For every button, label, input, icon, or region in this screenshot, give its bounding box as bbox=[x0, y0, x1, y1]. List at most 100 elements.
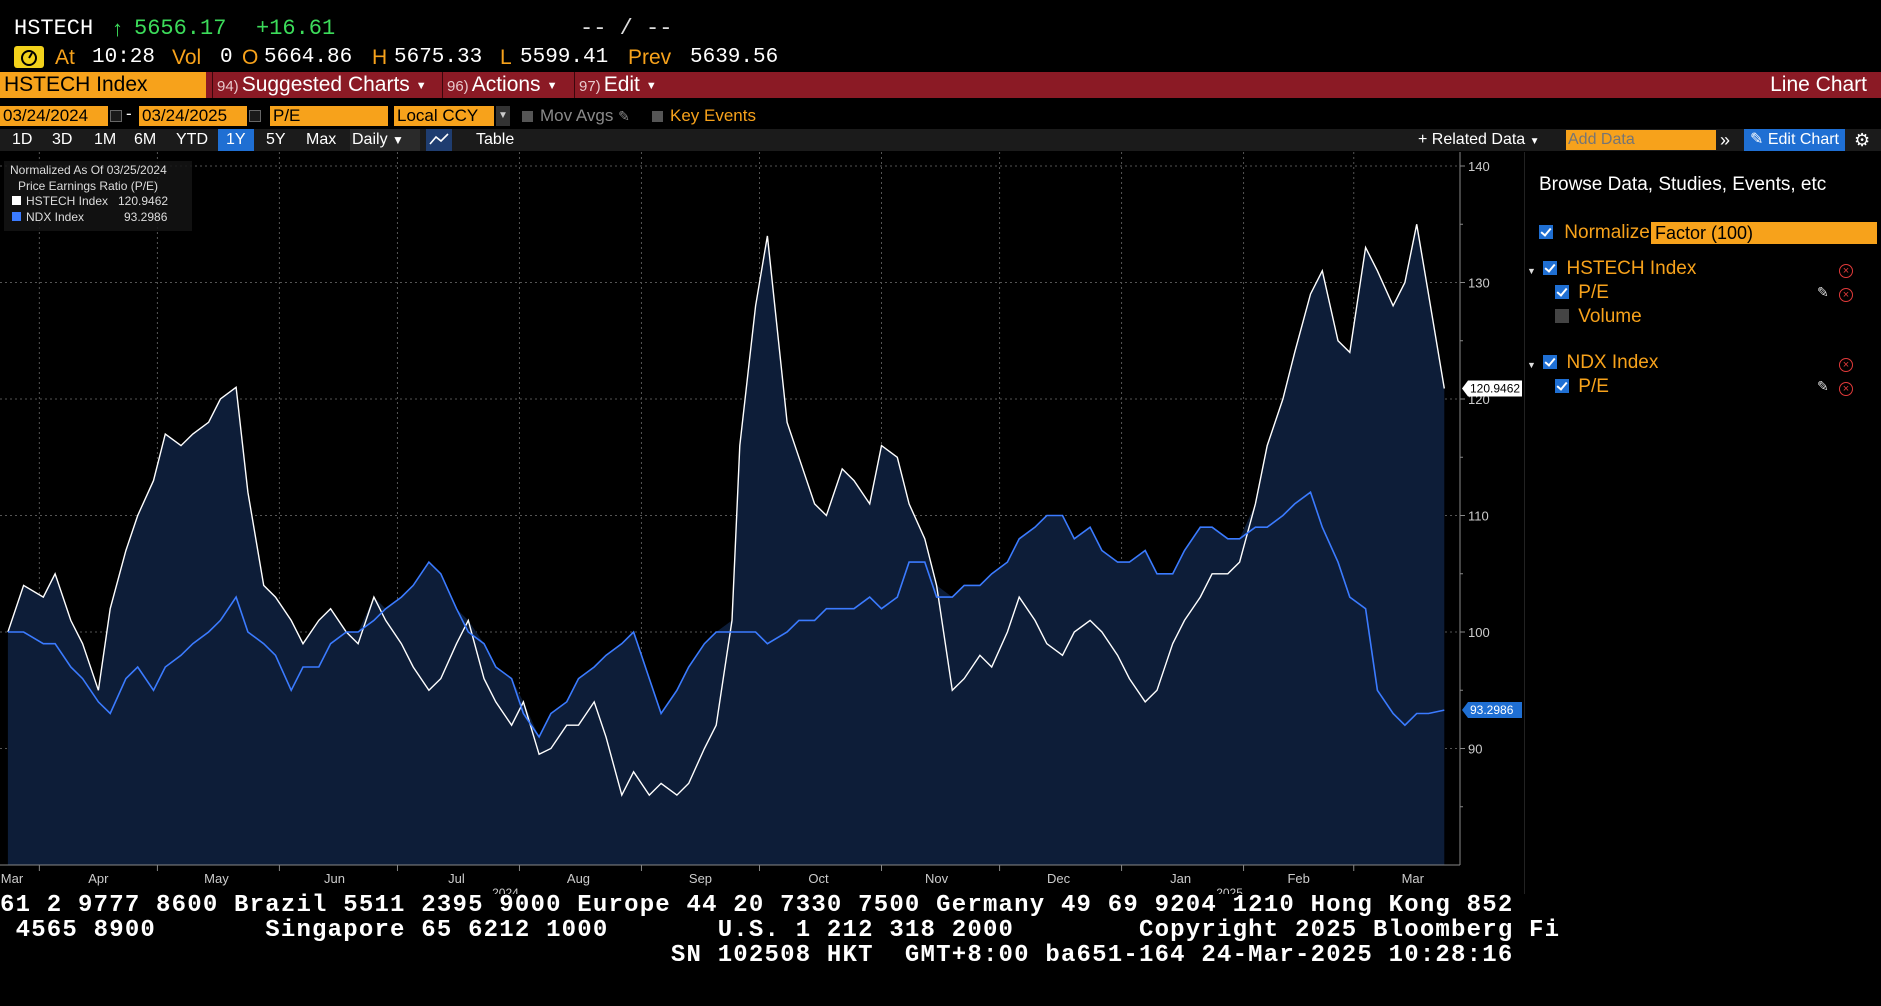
start-date-field[interactable]: 03/24/2024 bbox=[0, 106, 108, 126]
x-month-label: Dec bbox=[1047, 871, 1071, 886]
checkbox-icon[interactable] bbox=[1555, 379, 1569, 393]
period-ytd[interactable]: YTD bbox=[176, 131, 208, 148]
y-tick-label: 90 bbox=[1468, 742, 1482, 757]
key-events-toggle[interactable]: Key Events bbox=[652, 106, 756, 126]
ticker-symbol[interactable]: HSTECH bbox=[14, 16, 94, 41]
speedometer-icon-glyph bbox=[21, 50, 37, 66]
security-name: NDX Index bbox=[1566, 352, 1659, 373]
ticker-line: 4565 8900 Singapore 65 6212 1000 U.S. 1 … bbox=[0, 917, 1561, 944]
period-6m[interactable]: 6M bbox=[134, 131, 157, 148]
calendar-icon[interactable] bbox=[249, 110, 261, 122]
expand-caret-icon[interactable]: ▼ bbox=[1527, 266, 1536, 276]
quote-time: 10:28 bbox=[92, 46, 156, 69]
quote-details: At 10:28 Vol 0 O 5664.86 H 5675.33 L 559… bbox=[0, 46, 1881, 72]
mov-avgs-label: Mov Avgs bbox=[540, 106, 614, 125]
legend-line1: Normalized As Of 03/25/2024 bbox=[10, 163, 167, 177]
ticker-line: 61 2 9777 8600 Brazil 5511 2395 9000 Eur… bbox=[0, 892, 1514, 919]
field-row-pe[interactable]: P/E bbox=[1555, 376, 1609, 398]
frequency-label: Daily bbox=[352, 131, 388, 148]
toolbar: 1D 3D 1M 6M YTD 1Y 5Y Max Daily ▼ Table … bbox=[0, 129, 1881, 151]
pencil-icon: ✎ bbox=[1750, 131, 1764, 148]
checkbox-icon[interactable] bbox=[1543, 261, 1558, 275]
period-1y[interactable]: 1Y bbox=[218, 129, 254, 151]
y-tick-label: 110 bbox=[1468, 509, 1489, 524]
field-label: Volume bbox=[1578, 306, 1642, 327]
normalize-select[interactable]: Factor (100) bbox=[1651, 222, 1877, 244]
remove-icon[interactable]: × bbox=[1839, 382, 1853, 396]
panel-title[interactable]: Browse Data, Studies, Events, etc bbox=[1539, 174, 1827, 195]
side-panel: Browse Data, Studies, Events, etc Normal… bbox=[1524, 152, 1881, 894]
legend-line2: Price Earnings Ratio (P/E) bbox=[18, 179, 159, 193]
related-data-label: Related Data bbox=[1431, 131, 1526, 148]
remove-icon[interactable]: × bbox=[1839, 264, 1853, 278]
expand-caret-icon[interactable]: ▼ bbox=[1527, 360, 1536, 370]
field-row-pe[interactable]: P/E bbox=[1555, 282, 1609, 304]
field-row-volume[interactable]: Volume bbox=[1555, 306, 1642, 328]
x-month-label: Apr bbox=[88, 871, 109, 886]
suggested-charts-menu[interactable]: 94) Suggested Charts ▼ bbox=[212, 72, 445, 98]
last-price: 5656.17 bbox=[134, 16, 227, 41]
security-field[interactable]: HSTECH Index bbox=[0, 72, 206, 98]
frequency-select[interactable]: Daily ▼ bbox=[350, 129, 420, 151]
table-button[interactable]: Table bbox=[476, 131, 515, 148]
period-3d[interactable]: 3D bbox=[52, 131, 73, 148]
prev-value: 5639.56 bbox=[690, 46, 779, 69]
chart-lines bbox=[7, 224, 1445, 798]
pencil-icon[interactable]: ✎ bbox=[1817, 378, 1829, 394]
field-input[interactable]: P/E bbox=[270, 106, 388, 126]
chart-area bbox=[7, 224, 1445, 866]
x-month-label: Sep bbox=[689, 871, 712, 886]
currency-dropdown-icon[interactable]: ▼ bbox=[496, 106, 510, 126]
checkbox-icon[interactable] bbox=[1555, 309, 1569, 323]
low-label: L bbox=[500, 46, 512, 69]
remove-icon[interactable]: × bbox=[1839, 288, 1853, 302]
actions-menu[interactable]: 96) Actions ▼ bbox=[442, 72, 575, 98]
add-data-input[interactable] bbox=[1566, 130, 1716, 150]
period-1m[interactable]: 1M bbox=[94, 131, 117, 148]
speedometer-icon[interactable] bbox=[14, 46, 44, 68]
x-month-label: Oct bbox=[808, 871, 829, 886]
calendar-icon[interactable] bbox=[110, 110, 122, 122]
value-tag-text: 93.2986 bbox=[1470, 703, 1514, 717]
gear-icon[interactable]: ⚙ bbox=[1854, 130, 1871, 150]
menu-label: Suggested Charts bbox=[241, 73, 410, 96]
edit-chart-button[interactable]: ✎ Edit Chart bbox=[1744, 129, 1845, 151]
menu-number: 94) bbox=[217, 78, 239, 95]
field-label: P/E bbox=[1578, 376, 1609, 397]
checkbox-icon[interactable] bbox=[1555, 285, 1569, 299]
x-month-label: Mar bbox=[1402, 871, 1425, 886]
bid-ask: -- / -- bbox=[580, 16, 673, 41]
period-max[interactable]: Max bbox=[306, 131, 337, 148]
related-data-button[interactable]: + Related Data ▼ bbox=[1418, 129, 1540, 151]
x-month-label: Jan bbox=[1170, 871, 1191, 886]
line-chart-icon[interactable] bbox=[426, 129, 452, 151]
currency-select[interactable]: Local CCY bbox=[394, 106, 494, 126]
remove-icon[interactable]: × bbox=[1839, 358, 1853, 372]
checkbox-icon[interactable] bbox=[1539, 225, 1553, 239]
volume-value: 0 bbox=[220, 46, 233, 69]
checkbox-icon[interactable] bbox=[1543, 355, 1558, 369]
legend-value-hstech: 120.9462 bbox=[118, 194, 169, 208]
security-name: HSTECH Index bbox=[1566, 258, 1697, 279]
y-tick-label: 140 bbox=[1468, 159, 1490, 174]
security-row-hstech[interactable]: ▼ HSTECH Index bbox=[1527, 258, 1696, 280]
edit-chart-label: Edit Chart bbox=[1767, 131, 1839, 148]
normalize-row[interactable]: Normalize bbox=[1539, 222, 1650, 244]
quote-header: HSTECH ↑ 5656.17 +16.61 -- / -- bbox=[0, 0, 1881, 46]
x-year-label: 2024 bbox=[492, 886, 519, 894]
value-tag-shape bbox=[1462, 702, 1522, 719]
mov-avgs-toggle[interactable]: Mov Avgs ✎ bbox=[522, 106, 630, 126]
menu-number: 97) bbox=[579, 78, 601, 95]
edit-menu[interactable]: 97) Edit ▼ bbox=[574, 72, 673, 98]
high-label: H bbox=[372, 46, 388, 69]
end-date-field[interactable]: 03/24/2025 bbox=[139, 106, 247, 126]
pencil-icon[interactable]: ✎ bbox=[1817, 284, 1829, 300]
period-1d[interactable]: 1D bbox=[12, 131, 33, 148]
x-month-label: Jun bbox=[324, 871, 345, 886]
double-chevron-right-icon[interactable]: » bbox=[1720, 130, 1731, 150]
security-row-ndx[interactable]: ▼ NDX Index bbox=[1527, 352, 1658, 374]
period-5y[interactable]: 5Y bbox=[266, 131, 286, 148]
x-month-label: Aug bbox=[567, 871, 590, 886]
